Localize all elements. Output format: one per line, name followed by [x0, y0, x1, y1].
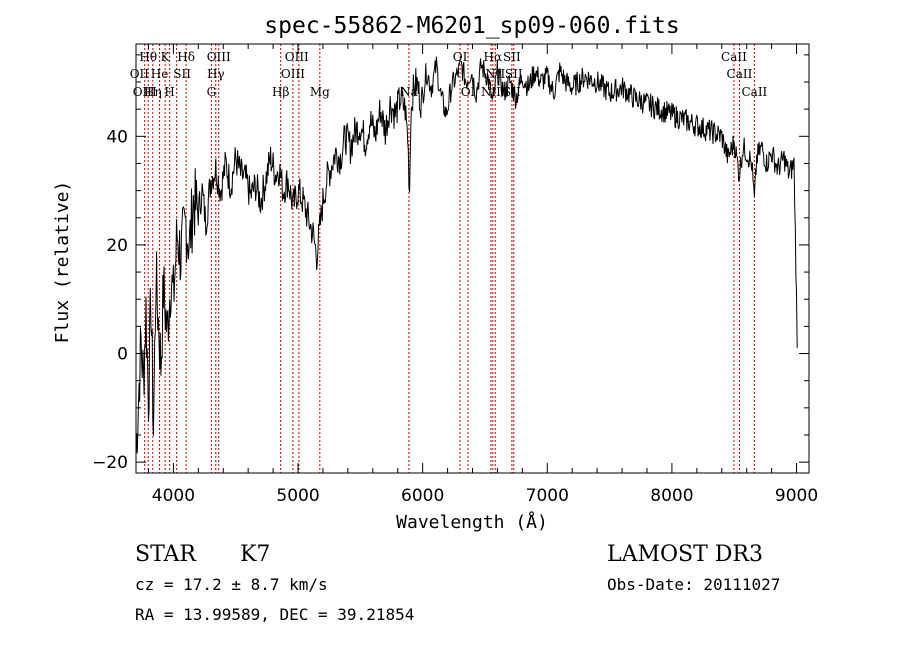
survey-name: LAMOST DR3: [607, 542, 763, 567]
line-label-22: Mg: [310, 85, 330, 99]
x-tick-label: 9000: [775, 486, 818, 506]
y-axis-label: Flux (relative): [52, 181, 73, 344]
line-label-20: G: [207, 85, 217, 99]
line-label-11: SII: [173, 67, 191, 81]
line-label-16: CaII: [727, 67, 753, 81]
x-tick-label: 8000: [650, 486, 693, 506]
line-label-27: CaII: [741, 85, 767, 99]
plot-frame: [135, 43, 810, 474]
ra-dec: RA = 13.99589, DEC = 39.21854: [135, 605, 414, 624]
line-label-12: Hγ: [207, 67, 225, 81]
spectral-line-markers: [144, 44, 755, 473]
line-label-1: K: [161, 50, 171, 64]
line-label-24: OI: [461, 85, 476, 99]
line-label-17: OIII: [133, 85, 157, 99]
flux-line: [135, 56, 798, 454]
y-axis-ticks: −20 0 20 40: [92, 54, 809, 473]
x-axis-label: Wavelength (Å): [396, 511, 548, 533]
x-tick-label: 7000: [526, 486, 569, 506]
line-label-9: OII: [130, 67, 150, 81]
line-label-8: CaII: [721, 50, 747, 64]
line-label-2: Hδ: [177, 50, 195, 64]
spectrum-series: [135, 56, 798, 454]
line-label-19: H: [164, 85, 174, 99]
object-class: STAR: [135, 542, 197, 567]
redshift-cz: cz = 17.2 ± 8.7 km/s: [135, 575, 328, 594]
line-label-10: He: [151, 67, 169, 81]
line-label-21: Hβ: [272, 85, 289, 99]
line-label-5: OI: [453, 50, 468, 64]
line-label-13: OIII: [281, 67, 305, 81]
line-label-18: Hη: [144, 85, 162, 99]
line-label-0: Hθ: [139, 50, 157, 64]
x-axis-ticks: 4000 5000 6000 7000 8000 9000: [147, 44, 818, 506]
line-label-3: OIII: [207, 50, 231, 64]
observation-date: Obs-Date: 20111027: [607, 575, 780, 594]
x-tick-label: 6000: [401, 486, 444, 506]
y-tick-label: 0: [117, 345, 128, 365]
y-tick-label: −20: [92, 453, 128, 473]
line-label-4: OIII: [285, 50, 309, 64]
x-tick-label: 5000: [276, 486, 319, 506]
line-label-6: Hα: [484, 50, 503, 64]
chart-title: spec-55862-M6201_sp09-060.fits: [264, 13, 679, 39]
y-tick-label: 20: [106, 236, 128, 256]
line-label-7: SII: [503, 50, 521, 64]
object-subclass: K7: [240, 542, 270, 567]
y-tick-label: 40: [106, 127, 128, 147]
x-tick-label: 4000: [152, 486, 195, 506]
